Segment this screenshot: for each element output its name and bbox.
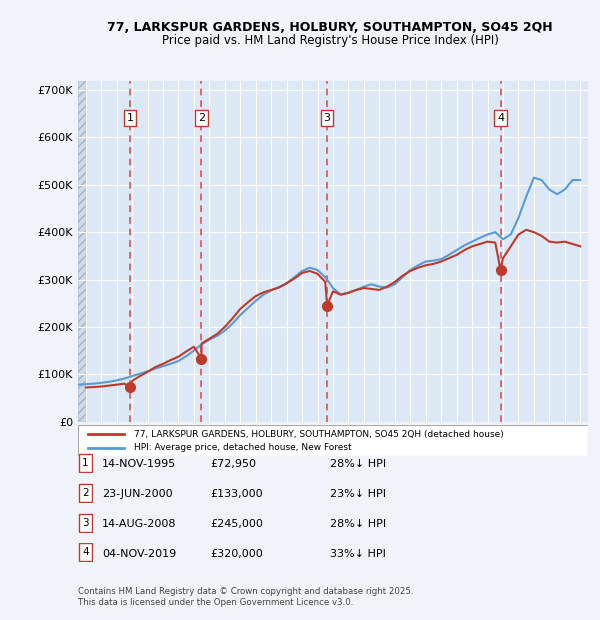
Text: 04-NOV-2019: 04-NOV-2019 [102, 549, 176, 559]
Text: 3: 3 [323, 113, 331, 123]
Text: 2: 2 [82, 488, 89, 498]
Text: 14-NOV-1995: 14-NOV-1995 [102, 459, 176, 469]
FancyBboxPatch shape [79, 514, 92, 531]
FancyBboxPatch shape [79, 454, 92, 472]
Text: £72,950: £72,950 [210, 459, 256, 469]
Text: 4: 4 [497, 113, 504, 123]
Text: 23%↓ HPI: 23%↓ HPI [330, 489, 386, 499]
Text: 1: 1 [82, 458, 89, 468]
Text: Price paid vs. HM Land Registry's House Price Index (HPI): Price paid vs. HM Land Registry's House … [161, 34, 499, 46]
Text: 23-JUN-2000: 23-JUN-2000 [102, 489, 173, 499]
Text: 4: 4 [82, 547, 89, 557]
Text: 77, LARKSPUR GARDENS, HOLBURY, SOUTHAMPTON, SO45 2QH (detached house): 77, LARKSPUR GARDENS, HOLBURY, SOUTHAMPT… [134, 430, 504, 438]
Text: £320,000: £320,000 [210, 549, 263, 559]
Text: 3: 3 [82, 518, 89, 528]
Text: 77, LARKSPUR GARDENS, HOLBURY, SOUTHAMPTON, SO45 2QH: 77, LARKSPUR GARDENS, HOLBURY, SOUTHAMPT… [107, 22, 553, 34]
Text: 28%↓ HPI: 28%↓ HPI [330, 519, 386, 529]
Bar [78, 81, 86, 422]
FancyBboxPatch shape [79, 544, 92, 561]
Text: Contains HM Land Registry data © Crown copyright and database right 2025.
This d: Contains HM Land Registry data © Crown c… [78, 587, 413, 606]
Text: 1: 1 [127, 113, 134, 123]
Text: 28%↓ HPI: 28%↓ HPI [330, 459, 386, 469]
Bar [78, 81, 86, 422]
Text: HPI: Average price, detached house, New Forest: HPI: Average price, detached house, New … [134, 443, 352, 453]
Text: £245,000: £245,000 [210, 519, 263, 529]
Text: 14-AUG-2008: 14-AUG-2008 [102, 519, 176, 529]
Text: £133,000: £133,000 [210, 489, 263, 499]
Text: 33%↓ HPI: 33%↓ HPI [330, 549, 386, 559]
FancyBboxPatch shape [79, 484, 92, 502]
FancyBboxPatch shape [78, 425, 588, 456]
Text: 2: 2 [198, 113, 205, 123]
